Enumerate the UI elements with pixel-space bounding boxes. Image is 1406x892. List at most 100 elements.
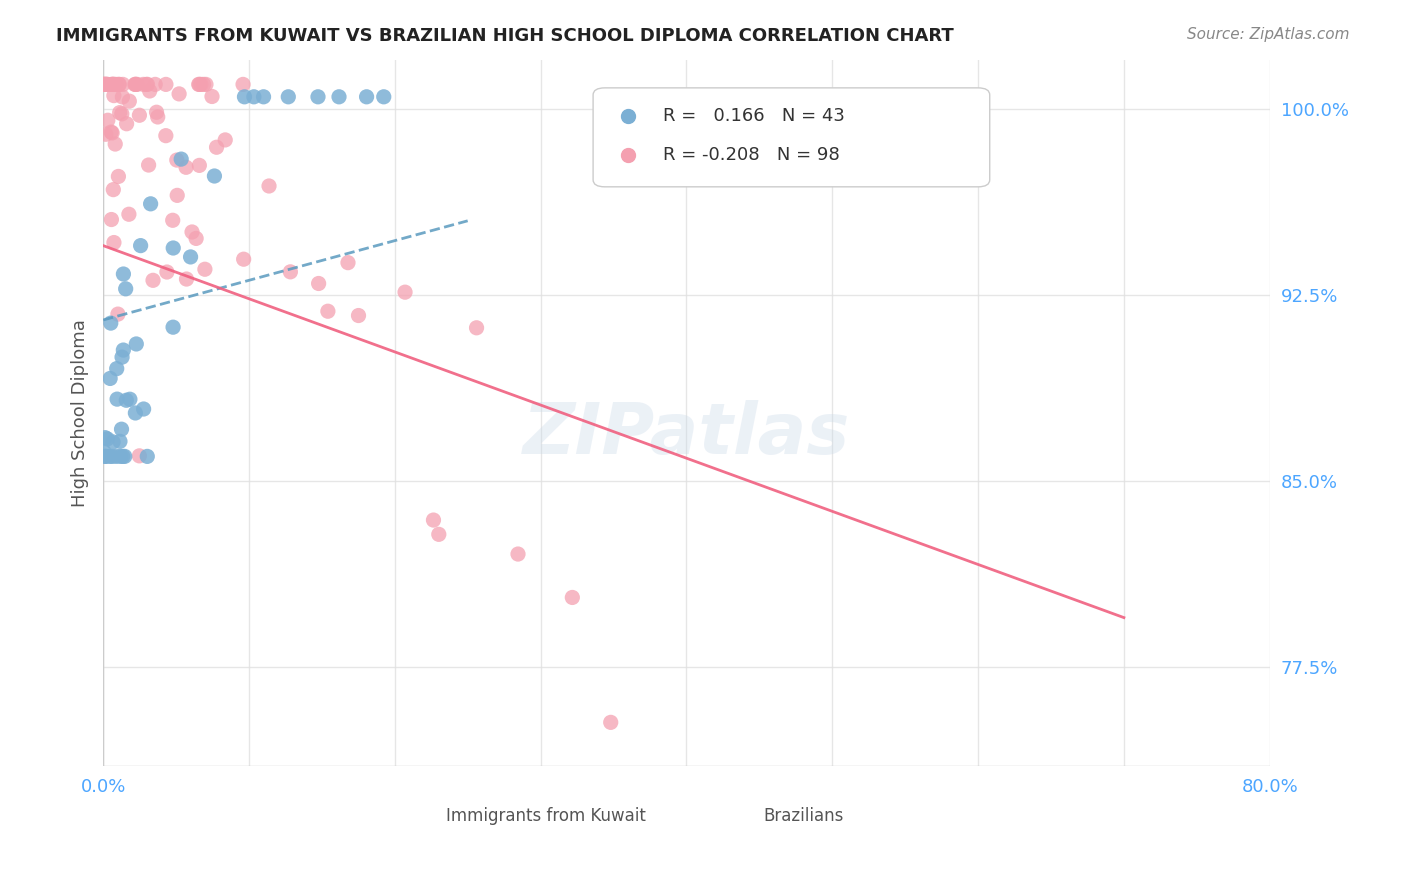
Immigrants from Kuwait	[328, 90, 350, 104]
Brazilians	[100, 78, 122, 92]
Brazilians	[214, 133, 236, 147]
Brazilians	[394, 285, 416, 300]
Brazilians	[96, 78, 118, 92]
Text: R =   0.166   N = 43: R = 0.166 N = 43	[664, 107, 845, 125]
Brazilians	[803, 772, 825, 786]
Brazilians	[104, 136, 127, 151]
Brazilians	[103, 88, 125, 103]
Brazilians	[124, 78, 146, 92]
Brazilians	[146, 110, 169, 124]
Text: Immigrants from Kuwait: Immigrants from Kuwait	[447, 807, 647, 825]
Brazilians	[93, 78, 115, 92]
Brazilians	[174, 161, 197, 175]
Immigrants from Kuwait	[129, 238, 152, 252]
Brazilians	[108, 105, 131, 120]
Brazilians	[308, 277, 330, 291]
Brazilians	[1056, 772, 1078, 786]
Immigrants from Kuwait	[114, 282, 136, 296]
Immigrants from Kuwait	[132, 402, 155, 417]
Brazilians	[115, 117, 138, 131]
Brazilians	[118, 94, 141, 108]
Brazilians	[94, 78, 117, 92]
Brazilians	[138, 158, 160, 172]
Brazilians	[952, 772, 974, 786]
Brazilians	[93, 78, 115, 92]
Immigrants from Kuwait	[98, 450, 121, 464]
Brazilians	[143, 78, 166, 92]
Brazilians	[107, 78, 129, 92]
Immigrants from Kuwait	[243, 90, 266, 104]
Brazilians	[506, 547, 529, 561]
Brazilians	[136, 78, 159, 92]
Immigrants from Kuwait	[105, 450, 128, 464]
Brazilians	[138, 84, 160, 98]
Brazilians	[316, 304, 339, 318]
Brazilians	[1105, 772, 1128, 786]
Brazilians	[155, 128, 177, 143]
Brazilians	[132, 78, 155, 92]
Brazilians	[118, 207, 141, 221]
Brazilians	[103, 78, 125, 92]
Immigrants from Kuwait	[101, 450, 124, 464]
Immigrants from Kuwait	[111, 450, 134, 464]
Brazilians	[96, 78, 118, 92]
Brazilians	[108, 78, 131, 92]
Brazilians	[422, 513, 444, 527]
Brazilians	[599, 715, 621, 730]
Brazilians	[742, 772, 765, 786]
Text: ZIPatlas: ZIPatlas	[523, 400, 851, 468]
Brazilians	[128, 449, 150, 463]
Immigrants from Kuwait	[204, 169, 226, 183]
Brazilians	[111, 107, 134, 121]
Brazilians	[1043, 772, 1066, 786]
Immigrants from Kuwait	[118, 392, 141, 407]
Brazilians	[103, 235, 125, 250]
Immigrants from Kuwait	[114, 450, 136, 464]
Brazilians	[127, 78, 149, 92]
Immigrants from Kuwait	[94, 450, 117, 464]
Brazilians	[896, 772, 918, 786]
Brazilians	[176, 272, 198, 286]
Text: Brazilians: Brazilians	[763, 807, 844, 825]
Brazilians	[142, 273, 165, 287]
Brazilians	[103, 183, 125, 197]
Immigrants from Kuwait	[252, 90, 274, 104]
Brazilians	[93, 78, 115, 92]
Brazilians	[107, 307, 129, 321]
Immigrants from Kuwait	[105, 392, 128, 406]
Brazilians	[280, 265, 302, 279]
Brazilians	[193, 78, 215, 92]
Brazilians	[107, 169, 129, 184]
Brazilians	[991, 772, 1014, 786]
Brazilians	[124, 78, 146, 92]
Immigrants from Kuwait	[108, 434, 131, 449]
Immigrants from Kuwait	[170, 152, 193, 166]
Brazilians	[96, 78, 118, 92]
Immigrants from Kuwait	[162, 241, 184, 255]
Immigrants from Kuwait	[111, 350, 134, 364]
Brazilians	[232, 252, 254, 267]
Brazilians	[104, 78, 127, 92]
Text: R = -0.208   N = 98: R = -0.208 N = 98	[664, 146, 839, 164]
Brazilians	[863, 772, 886, 786]
Immigrants from Kuwait	[96, 432, 118, 446]
Brazilians	[111, 90, 134, 104]
Immigrants from Kuwait	[112, 343, 135, 357]
Immigrants from Kuwait	[93, 444, 115, 458]
Brazilians	[184, 231, 207, 245]
Brazilians	[187, 78, 209, 92]
Brazilians	[166, 188, 188, 202]
Brazilians	[94, 78, 117, 92]
Immigrants from Kuwait	[136, 450, 159, 464]
Brazilians	[1028, 772, 1050, 786]
Brazilians	[194, 262, 217, 277]
Immigrants from Kuwait	[115, 393, 138, 408]
Brazilians	[257, 179, 280, 194]
Brazilians	[205, 140, 228, 154]
Brazilians	[100, 212, 122, 227]
Text: IMMIGRANTS FROM KUWAIT VS BRAZILIAN HIGH SCHOOL DIPLOMA CORRELATION CHART: IMMIGRANTS FROM KUWAIT VS BRAZILIAN HIGH…	[56, 27, 955, 45]
Immigrants from Kuwait	[373, 90, 395, 104]
Immigrants from Kuwait	[124, 406, 146, 420]
Text: Source: ZipAtlas.com: Source: ZipAtlas.com	[1187, 27, 1350, 42]
Immigrants from Kuwait	[356, 90, 378, 104]
